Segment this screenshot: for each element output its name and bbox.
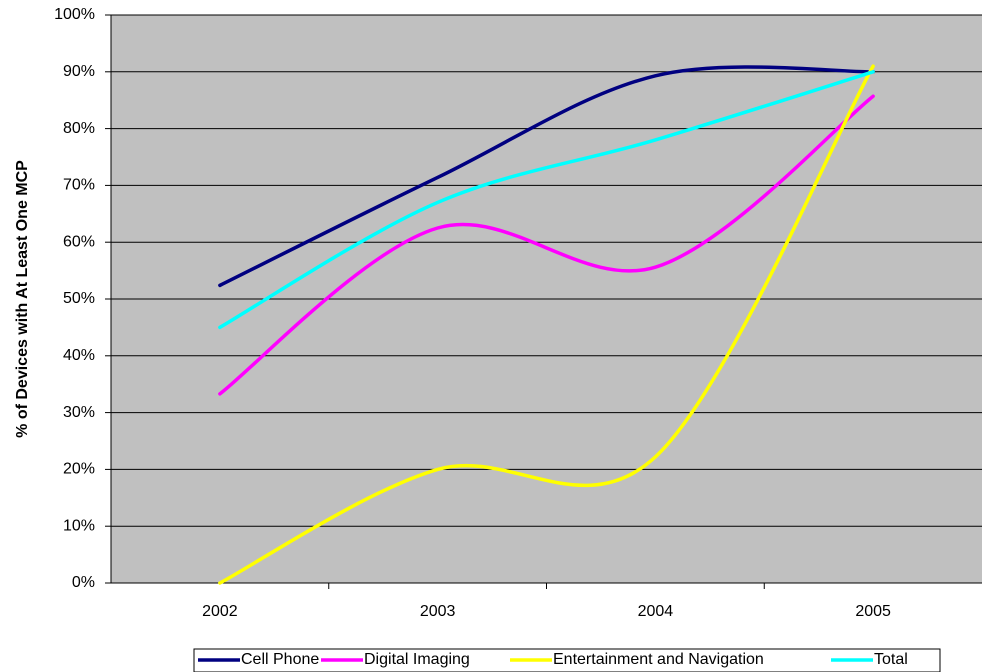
- y-tick-label: 100%: [54, 6, 95, 23]
- y-tick-label: 80%: [63, 120, 95, 137]
- y-tick-labels: 0% 10% 20% 30% 40% 50% 60% 70% 80% 90% 100%: [54, 6, 111, 591]
- series-line-cell-phone: [218, 65, 875, 288]
- y-tick-label: 0%: [72, 574, 95, 591]
- gridlines: [111, 14, 982, 527]
- series-line-digital-imaging: [218, 94, 875, 396]
- legend-label-digital-imaging: Digital Imaging: [364, 651, 470, 668]
- legend-label-entertainment-and-navigation: Entertainment and Navigation: [553, 651, 764, 668]
- y-tick-label: 20%: [63, 461, 95, 478]
- x-tick-label: 2005: [855, 603, 891, 620]
- legend-label-total: Total: [874, 651, 908, 668]
- y-tick-label: 40%: [63, 347, 95, 364]
- x-tick-label: 2004: [638, 603, 674, 620]
- y-tick-label: 70%: [63, 177, 95, 194]
- x-tick-labels: 2002 2003 2004 2005: [202, 583, 891, 620]
- legend-label-cell-phone: Cell Phone: [241, 651, 319, 668]
- y-axis-title: % of Devices with At Least One MCP: [14, 160, 31, 438]
- series-lines: [218, 64, 875, 585]
- legend: Cell Phone Digital Imaging Entertainment a…: [193, 648, 941, 672]
- legend-box: [193, 648, 941, 672]
- y-tick-label: 10%: [63, 517, 95, 534]
- y-tick-label: 90%: [63, 63, 95, 80]
- series-line-total: [218, 70, 875, 330]
- y-tick-label: 50%: [63, 290, 95, 307]
- y-tick-label: 30%: [63, 404, 95, 421]
- series-line-entertainment-and-navigation: [218, 64, 875, 585]
- x-tick-label: 2003: [420, 603, 456, 620]
- y-tick-label: 60%: [63, 233, 95, 250]
- x-tick-label: 2002: [202, 603, 238, 620]
